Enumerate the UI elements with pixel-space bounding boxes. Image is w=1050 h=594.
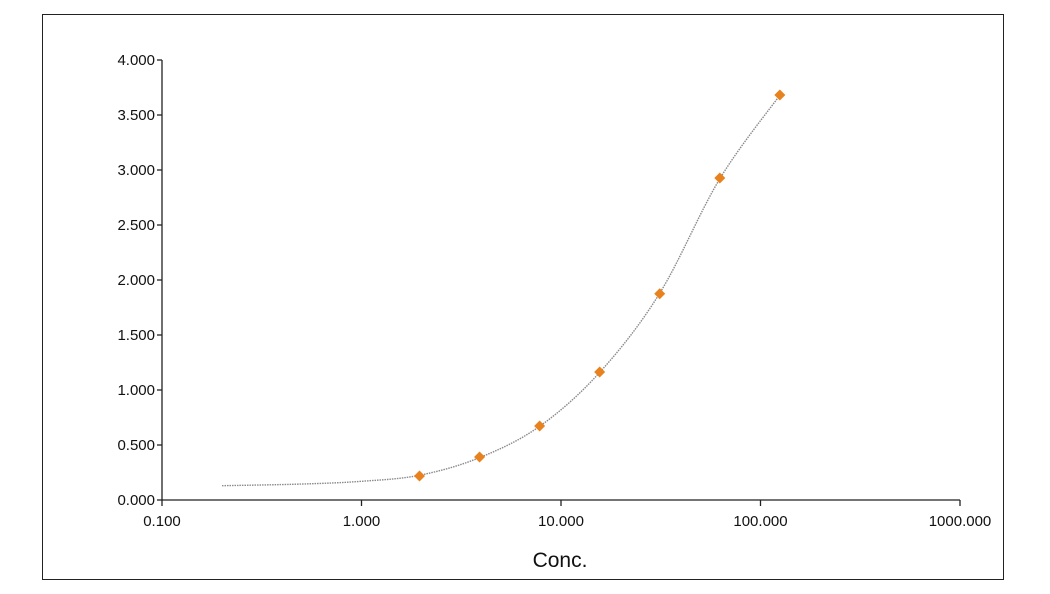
y-tick-label: 1.500 <box>117 327 155 344</box>
y-tick-label: 3.000 <box>117 162 155 179</box>
y-tick-label: 0.500 <box>117 437 155 454</box>
y-tick-label: 2.000 <box>117 272 155 289</box>
data-point <box>413 470 425 482</box>
y-tick-label: 0.000 <box>117 492 155 509</box>
x-tick-label: 1000.000 <box>929 513 992 530</box>
y-tick-label: 4.000 <box>117 52 155 69</box>
x-tick-label: 1.000 <box>343 513 381 530</box>
chart-frame <box>42 14 1004 580</box>
y-tick-label: 1.000 <box>117 382 155 399</box>
data-point <box>474 451 486 463</box>
y-tick-label: 2.500 <box>117 217 155 234</box>
data-point <box>774 89 786 101</box>
x-axis-label: Conc. <box>533 549 588 572</box>
x-tick-label: 100.000 <box>733 513 787 530</box>
data-point <box>654 288 666 300</box>
x-tick-label: 10.000 <box>538 513 584 530</box>
data-point <box>594 366 606 378</box>
x-tick-label: 0.100 <box>143 513 181 530</box>
data-point <box>534 420 546 432</box>
data-point <box>714 172 726 184</box>
fit-curve-line <box>222 94 781 487</box>
y-tick-label: 3.500 <box>117 107 155 124</box>
